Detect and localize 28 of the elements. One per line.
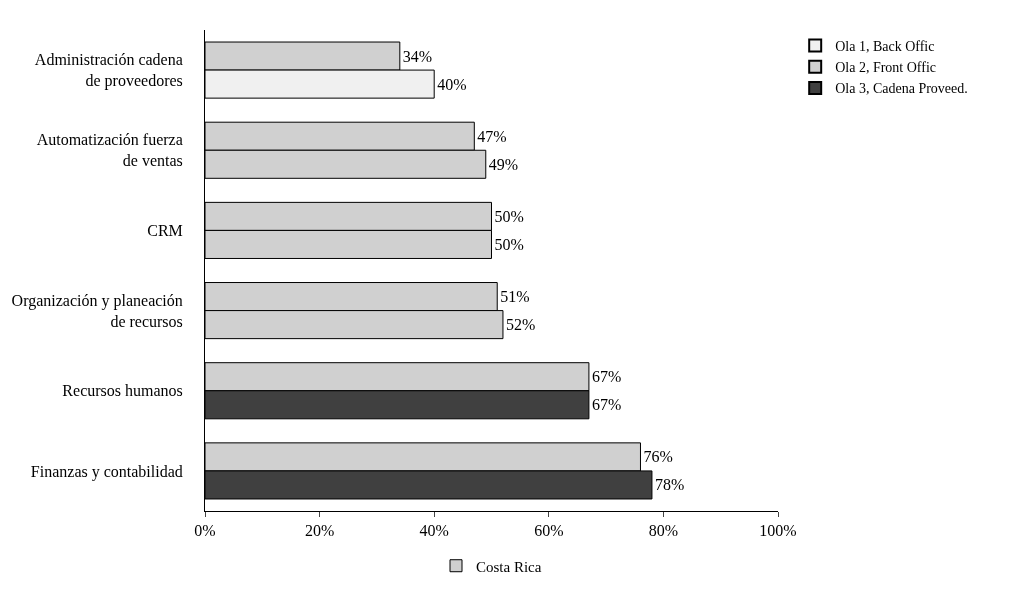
x-tick-label: 40% [419, 522, 449, 540]
y-tick-label: CRM [147, 222, 183, 240]
data-label: 67% [591, 368, 622, 386]
data-label: 78% [654, 476, 685, 494]
data-label: 50% [494, 207, 524, 225]
y-tick-label: Finanzas y contabilidad [30, 462, 183, 481]
y-tick-label: Administración cadena de proveedores [34, 51, 183, 91]
data-label: 50% [494, 235, 524, 253]
y-tick-label: Automatización fuerza de ventas [36, 131, 183, 170]
data-label: 34% [402, 47, 433, 65]
y-tick-label: Recursos humanos [62, 382, 183, 400]
data-label: 40% [437, 75, 467, 93]
x-tick-label: 80% [648, 522, 679, 540]
x-tick-label: 60% [534, 522, 564, 540]
legend-label: Ola 1, Back Offic [835, 39, 935, 55]
legend-label: Ola 2, Front Offic [835, 60, 937, 76]
data-label: 76% [643, 448, 673, 466]
data-label: 47% [477, 127, 507, 145]
data-label: 49% [488, 155, 519, 173]
x-tick-label: 0% [194, 522, 216, 540]
data-label: 67% [591, 396, 622, 414]
data-label: 51% [500, 288, 530, 306]
x-tick-label: 20% [304, 522, 335, 540]
legend-label: Ola 3, Cadena Proveed. [835, 81, 968, 97]
y-tick-label: Organización y planeación de recursos [11, 291, 183, 330]
data-label: 52% [505, 316, 536, 334]
x-tick-label: 100% [759, 522, 797, 540]
legend-label: Costa Rica [476, 558, 542, 575]
